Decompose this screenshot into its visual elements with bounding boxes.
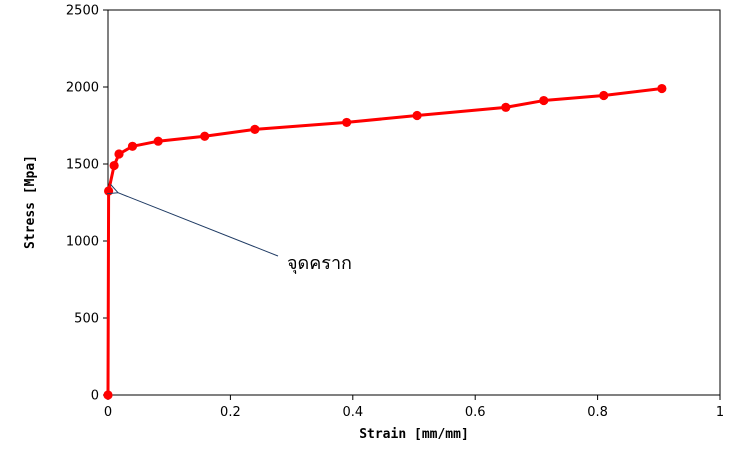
data-point	[200, 131, 210, 141]
x-tick-label: 0.6	[465, 405, 486, 420]
y-tick-label: 2500	[66, 4, 99, 19]
data-point	[104, 186, 114, 196]
y-axis-title: Stress [Mpa]	[23, 155, 38, 249]
data-point	[657, 83, 667, 94]
series-layer	[103, 83, 667, 400]
data-point	[109, 160, 119, 171]
data-point	[412, 110, 422, 121]
annotation-arrow	[118, 193, 279, 257]
y-axis-ticks: 0 500 1000 1500 2000 2500	[66, 4, 108, 404]
y-tick-label: 1000	[66, 235, 99, 250]
data-point	[127, 141, 138, 151]
x-tick-label: 0.2	[220, 405, 241, 420]
data-point	[501, 102, 511, 112]
data-point	[539, 95, 549, 106]
y-tick-label: 2000	[66, 81, 99, 96]
x-tick-label: 0.8	[587, 405, 608, 420]
data-point	[599, 90, 609, 101]
x-tick-label: 0	[104, 405, 112, 420]
annotation-layer: จุดคราก	[118, 193, 352, 274]
data-point	[250, 124, 260, 134]
y-tick-label: 0	[91, 389, 99, 404]
data-point	[342, 117, 352, 128]
x-tick-label: 0.4	[342, 405, 363, 420]
data-point	[153, 136, 163, 146]
y-tick-label: 1500	[66, 158, 99, 173]
data-point	[103, 390, 113, 400]
annotation-label: จุดคราก	[287, 253, 352, 274]
y-tick-label: 500	[74, 312, 99, 327]
x-axis-ticks: 0 0.2 0.4 0.6 0.8 1	[104, 395, 724, 420]
x-axis-title: Strain [mm/mm]	[359, 427, 469, 442]
x-tick-label: 1	[716, 405, 724, 420]
plot-area-frame	[107, 9, 721, 396]
data-point	[114, 149, 124, 159]
